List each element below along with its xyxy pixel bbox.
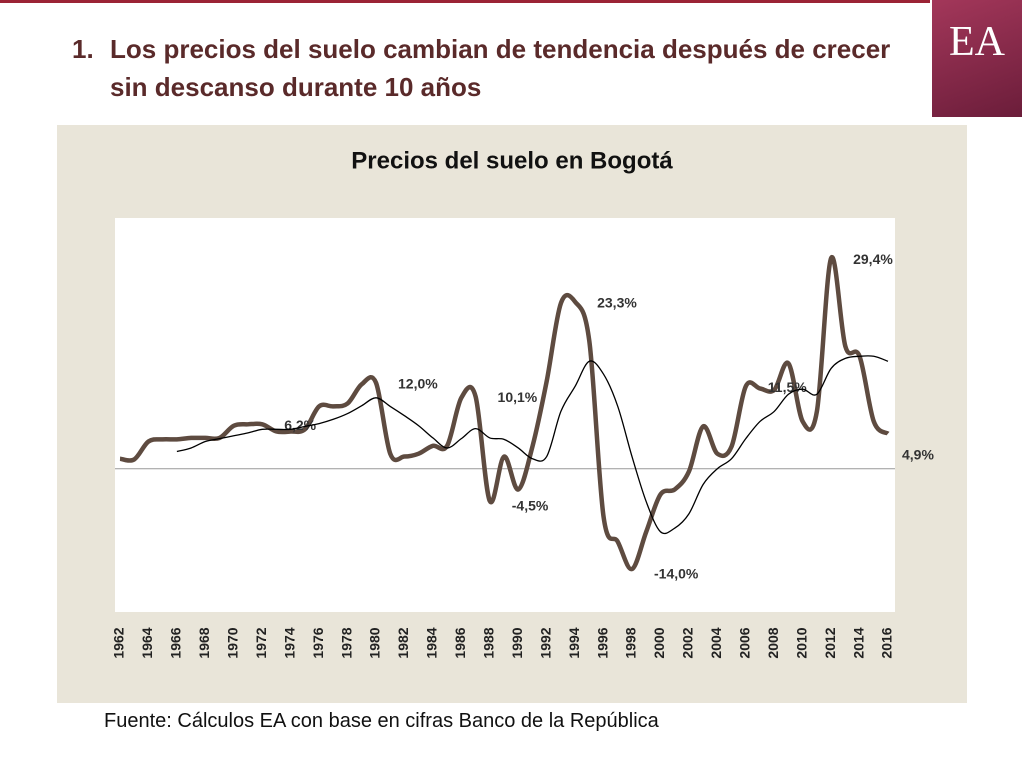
x-tick-label: 1980 xyxy=(367,627,383,658)
x-tick-label: 1984 xyxy=(424,627,440,658)
x-tick-label: 2016 xyxy=(879,627,895,658)
data-label: 4,9% xyxy=(902,446,934,462)
x-tick-label: 1988 xyxy=(480,627,496,658)
data-label: 29,4% xyxy=(853,251,893,267)
data-label: 11,5% xyxy=(768,379,807,395)
x-tick-label: 2012 xyxy=(822,627,838,658)
data-label: -4,5% xyxy=(512,498,549,514)
data-label: 12,0% xyxy=(398,375,438,391)
x-tick-label: 1990 xyxy=(509,627,525,658)
top-rule xyxy=(0,0,930,3)
plot-area xyxy=(115,218,895,612)
chart: Precios del suelo en Bogotá 1962 1964 1966… xyxy=(57,125,967,703)
x-tick-label: 1962 xyxy=(111,627,127,658)
x-tick-label: 2006 xyxy=(736,627,752,658)
x-tick-label: 1994 xyxy=(566,627,582,658)
x-tick-label: 1982 xyxy=(395,627,411,658)
x-tick-label: 1998 xyxy=(623,627,639,658)
x-tick-label: 1964 xyxy=(139,627,155,658)
x-tick-label: 2000 xyxy=(651,627,667,658)
x-tick-label: 2014 xyxy=(850,627,866,658)
x-tick-label: 1966 xyxy=(168,627,184,658)
x-tick-label: 1976 xyxy=(310,627,326,658)
x-tick-label: 1992 xyxy=(537,627,553,658)
data-label: 23,3% xyxy=(597,295,637,311)
x-tick-label: 1968 xyxy=(196,627,212,658)
x-tick-label: 1978 xyxy=(338,627,354,658)
x-tick-label: 1972 xyxy=(253,627,269,658)
title-number: 1. xyxy=(72,34,94,64)
x-tick-label: 2004 xyxy=(708,627,724,658)
data-label: 10,1% xyxy=(498,389,538,405)
title-text: Los precios del suelo cambian de tendenc… xyxy=(110,34,891,102)
x-tick-label: 1974 xyxy=(281,627,297,658)
x-tick-label: 2010 xyxy=(793,627,809,658)
slide-title: 1. Los precios del suelo cambian de tende… xyxy=(72,30,902,106)
x-tick-label: 2002 xyxy=(680,627,696,658)
x-tick-label: 1996 xyxy=(594,627,610,658)
series-line xyxy=(176,355,889,535)
chart-title: Precios del suelo en Bogotá xyxy=(351,147,673,174)
x-tick-label: 2008 xyxy=(765,627,781,658)
x-tick-label: 1970 xyxy=(224,627,240,658)
x-tick-label: 1986 xyxy=(452,627,468,658)
source-note: Fuente: Cálculos EA con base en cifras B… xyxy=(104,710,659,732)
series-line xyxy=(119,255,890,572)
data-label: -14,0% xyxy=(654,566,699,582)
logo: EA xyxy=(932,0,1022,117)
